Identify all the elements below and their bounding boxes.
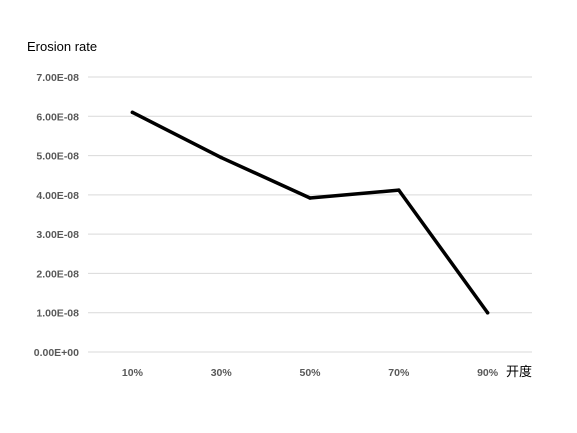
x-tick-label: 30% [211, 367, 233, 379]
y-tick-label: 0.00E+00 [34, 347, 79, 359]
y-tick-label: 7.00E-08 [36, 72, 79, 84]
x-axis-title: 开度 [506, 364, 532, 380]
x-tick-label: 10% [122, 367, 144, 379]
data-point [485, 310, 490, 315]
series-layer [130, 110, 490, 315]
data-point [130, 110, 135, 115]
series-line [130, 110, 490, 315]
x-tick-label: 90% [477, 367, 499, 379]
y-tick-label: 1.00E-08 [36, 308, 79, 320]
data-point [219, 155, 223, 160]
y-axis-title: Erosion rate [27, 39, 97, 54]
y-tick-label: 3.00E-08 [36, 229, 79, 241]
data-point [308, 196, 312, 200]
x-tick-label: 50% [299, 367, 321, 379]
y-tick-label: 6.00E-08 [36, 111, 79, 123]
y-tick-label: 4.00E-08 [36, 190, 79, 202]
y-tick-labels: 0.00E+00 1.00E-08 2.00E-08 3.00E-08 4.00E-08… [34, 72, 79, 359]
data-point [397, 188, 401, 192]
gridlines [88, 76, 532, 353]
x-tick-label: 70% [388, 367, 410, 379]
y-tick-label: 2.00E-08 [36, 268, 79, 280]
x-tick-labels: 10% 30% 50% 70% 90% [122, 367, 499, 379]
y-tick-label: 5.00E-08 [36, 151, 79, 163]
